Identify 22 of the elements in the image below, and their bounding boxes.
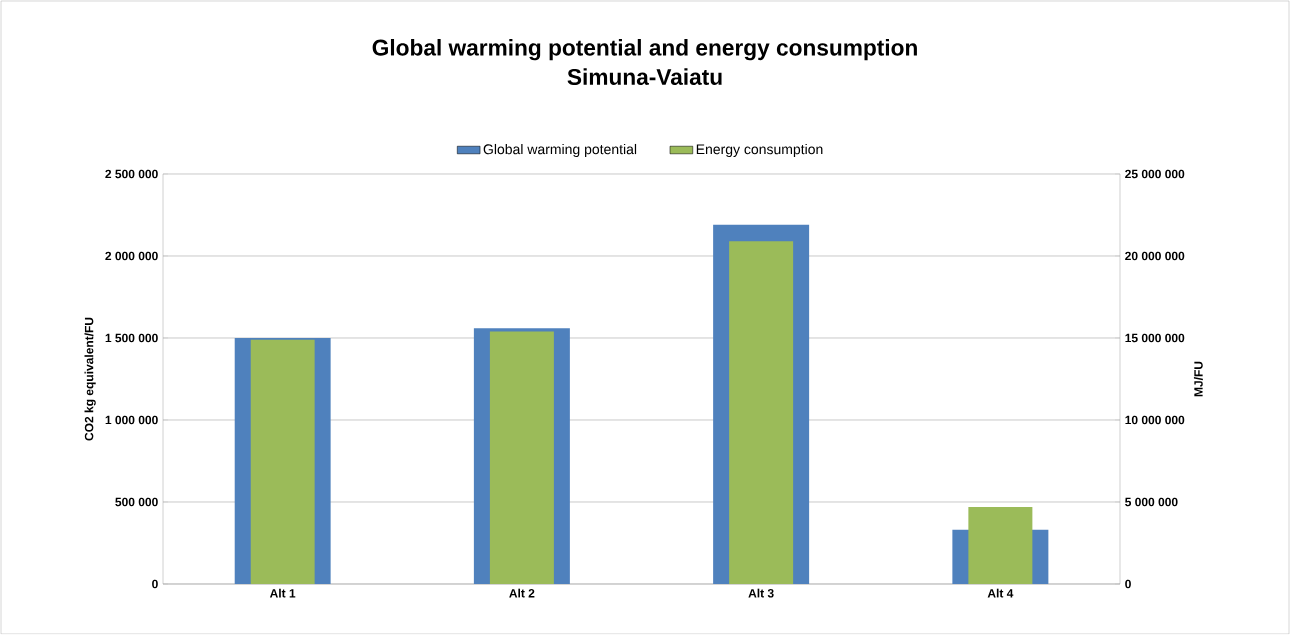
y2-axis-title: MJ/FU — [1193, 361, 1203, 397]
y2-tick-label: 10 000 000 — [1125, 415, 1185, 425]
legend-label: Global warming potential — [483, 143, 637, 157]
chart-title: Global warming potential and energy consumption — [372, 39, 917, 61]
y2-tick-label: 0 — [1125, 579, 1131, 589]
y-tick-label: 2 500 000 — [105, 169, 158, 179]
x-tick-label: Alt 3 — [748, 588, 774, 598]
y-tick-label: 500 000 — [115, 497, 158, 507]
x-tick-label: Alt 4 — [987, 588, 1014, 598]
y-tick-label: 1 500 000 — [105, 333, 158, 343]
chart-subtitle: Simuna-Vaiatu — [567, 68, 722, 85]
y2-tick-label: 20 000 000 — [1125, 251, 1185, 261]
y-axis-title: CO2 kg equivalent/FU — [84, 317, 96, 441]
y2-tick-label: 25 000 000 — [1125, 169, 1185, 179]
x-tick-label: Alt 1 — [269, 588, 296, 598]
y-tick-label: 1 000 000 — [105, 415, 158, 425]
x-tick-label: Alt 2 — [509, 588, 535, 598]
y-tick-label: 2 000 000 — [105, 251, 158, 261]
y2-tick-label: 15 000 000 — [1125, 333, 1185, 343]
y-tick-label: 0 — [152, 579, 158, 589]
y2-tick-label: 5 000 000 — [1125, 497, 1178, 507]
legend-label: Energy consumption — [696, 143, 823, 157]
